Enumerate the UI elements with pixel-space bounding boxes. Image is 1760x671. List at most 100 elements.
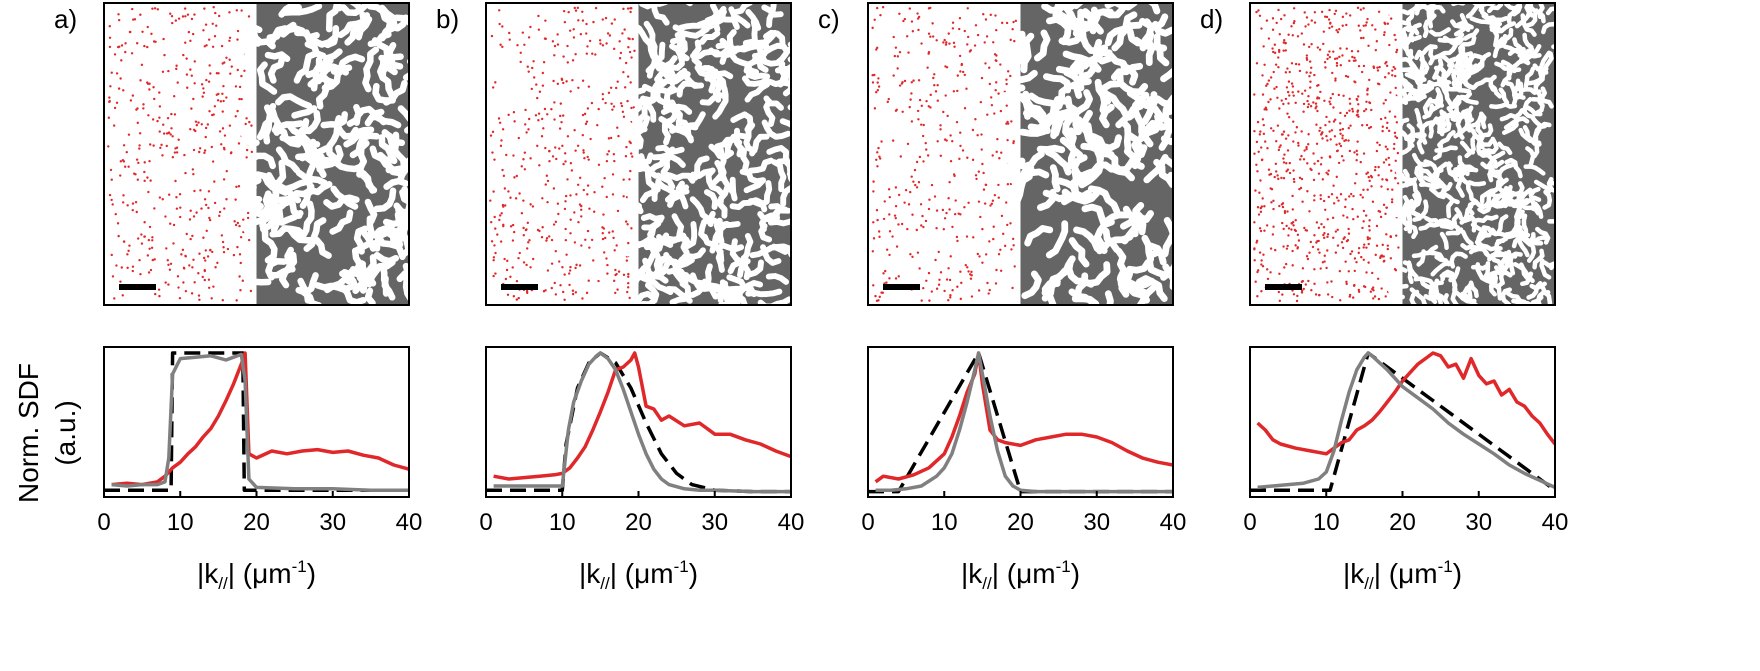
dot [1318, 251, 1321, 254]
dot [535, 83, 538, 86]
dot [1300, 291, 1304, 294]
maze-channel [326, 124, 341, 162]
dot [1305, 56, 1308, 60]
dot [1284, 41, 1287, 45]
dot [565, 253, 568, 256]
dot [1362, 220, 1365, 223]
x-tick-label: 10 [167, 509, 194, 536]
dot [1339, 122, 1342, 125]
dot [1276, 174, 1279, 177]
dot [131, 208, 134, 212]
dot [234, 115, 237, 118]
dot [547, 150, 551, 153]
dot [585, 120, 589, 123]
dot [153, 97, 156, 101]
dot [626, 223, 629, 226]
dot [1371, 271, 1374, 275]
dot [561, 144, 564, 148]
dot [918, 267, 921, 270]
dot [944, 65, 947, 68]
dot [162, 123, 165, 126]
maze-channel [343, 131, 368, 148]
maze-channel [1450, 282, 1460, 305]
dot [167, 69, 170, 73]
dot [217, 72, 220, 75]
dot [625, 259, 629, 262]
dot [561, 290, 565, 294]
dot [577, 86, 580, 89]
dot [1322, 233, 1325, 237]
x-tick-label: 0 [479, 509, 492, 536]
dot [491, 130, 495, 134]
dot [1385, 179, 1389, 182]
maze-channel [286, 226, 317, 244]
dot [512, 111, 516, 114]
dot [1306, 162, 1309, 165]
dot [546, 179, 550, 183]
dot [1269, 271, 1272, 274]
dot [509, 196, 512, 199]
dot [586, 229, 590, 233]
dot [880, 291, 883, 294]
maze-channel [315, 48, 343, 73]
dot [508, 38, 511, 41]
dot [1366, 17, 1369, 21]
dot [221, 127, 225, 130]
maze-channel [1451, 72, 1463, 91]
dot [1345, 23, 1348, 27]
dot [871, 73, 874, 77]
image-frame [867, 2, 1174, 306]
dot [1382, 102, 1385, 105]
series-red [1256, 351, 1555, 456]
dot [886, 100, 889, 104]
maze-channel [1428, 116, 1439, 139]
dot [185, 73, 189, 76]
maze-channel [1433, 43, 1458, 60]
dot [501, 168, 504, 172]
dot [1256, 295, 1259, 298]
sdf-plot [868, 351, 1173, 494]
dot [586, 155, 589, 159]
dot [563, 152, 567, 155]
dot [1310, 42, 1313, 46]
dot [1271, 233, 1275, 236]
dot [1313, 282, 1316, 286]
dot [1386, 121, 1389, 125]
dot [1372, 297, 1375, 300]
maze-channel [1131, 107, 1154, 148]
maze-channel [1427, 250, 1445, 261]
dot [995, 28, 998, 32]
dot [876, 81, 879, 84]
dot [499, 43, 502, 46]
dot [1285, 170, 1288, 173]
dot [1283, 153, 1286, 156]
dot [207, 80, 211, 83]
dot [561, 266, 564, 269]
dot [612, 105, 616, 108]
maze-channel [656, 255, 673, 274]
dot [1393, 67, 1397, 71]
maze-channel [766, 3, 777, 29]
dot [1284, 137, 1288, 140]
dot [1259, 179, 1262, 182]
dot [1282, 157, 1285, 160]
dot [193, 60, 196, 63]
maze-channel [356, 260, 368, 294]
maze-channel [1408, 22, 1422, 43]
dot [522, 226, 525, 230]
dot [982, 171, 985, 175]
dot [941, 208, 945, 212]
dot [158, 130, 161, 133]
dot [1378, 143, 1381, 147]
dot [541, 84, 545, 87]
dot [529, 203, 532, 206]
dot [489, 220, 493, 224]
dot [1310, 289, 1313, 292]
dot [242, 218, 245, 221]
dot [1376, 66, 1379, 69]
dot [493, 158, 496, 161]
dot [1291, 208, 1294, 211]
dot [623, 28, 626, 31]
maze-channel [724, 132, 750, 157]
maze-channel [1437, 68, 1461, 84]
